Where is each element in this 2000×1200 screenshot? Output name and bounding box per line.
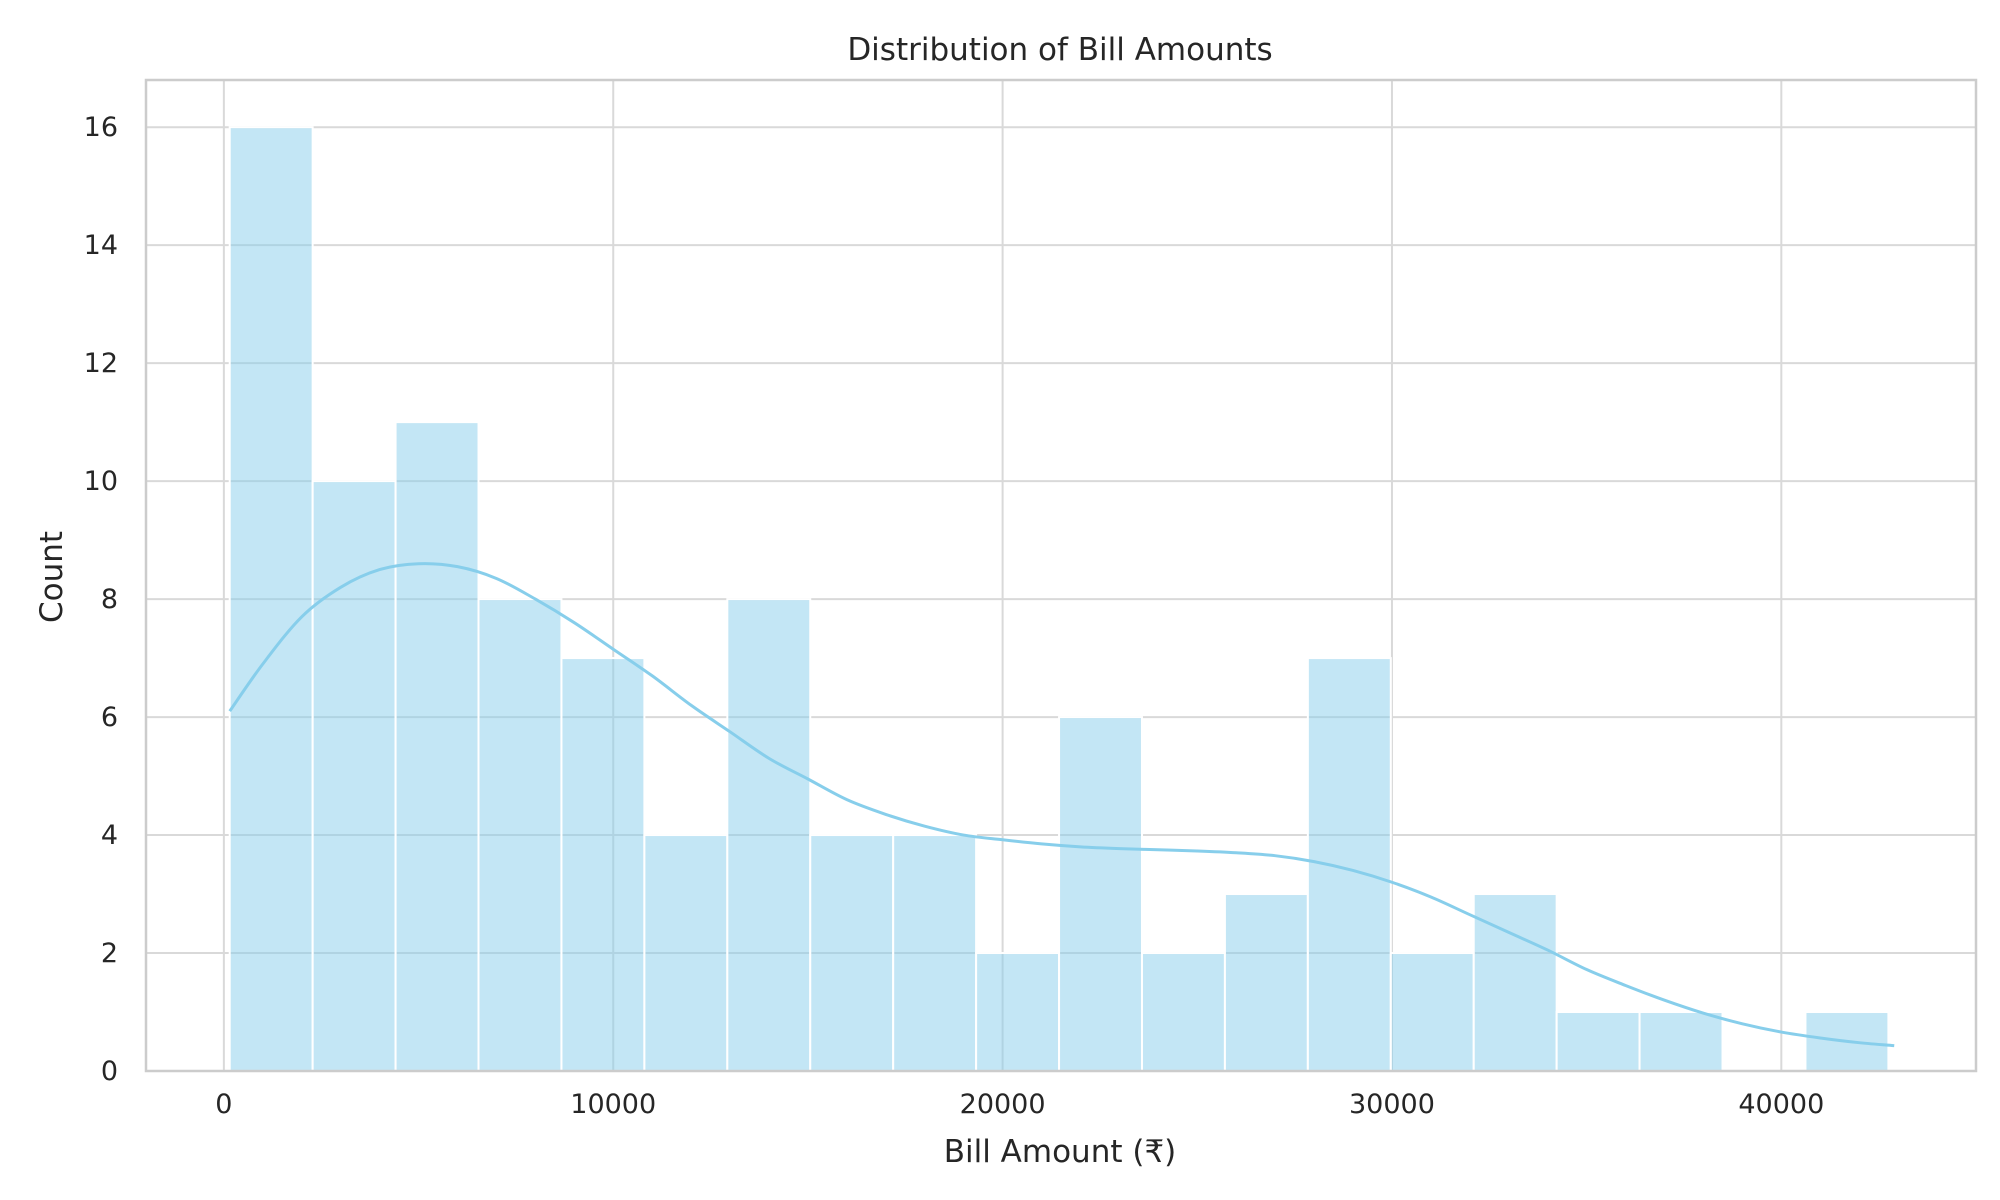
x-axis-ticks: 0 10000 20000 30000 40000 (215, 1089, 1824, 1120)
y-tick-label: 12 (84, 348, 118, 379)
histogram-bar (228, 126, 314, 1072)
kde-curve (228, 562, 1895, 1048)
x-tick-label: 20000 (960, 1089, 1046, 1120)
histogram-bar (1389, 952, 1475, 1072)
histogram-bar (726, 598, 812, 1072)
plot-frame (144, 78, 1978, 1073)
histogram-bar (975, 952, 1061, 1072)
histogram-bar (809, 834, 895, 1072)
histogram-bar (560, 657, 646, 1072)
histogram-bar (1306, 657, 1392, 1072)
kde-curve-group (228, 562, 1895, 1048)
y-tick-label: 8 (101, 584, 118, 615)
chart-title: Distribution of Bill Amounts (847, 32, 1272, 68)
histogram-bars (228, 126, 1890, 1073)
y-tick-label: 6 (101, 702, 118, 733)
y-axis-label: Count (34, 531, 70, 623)
histogram-bar (1638, 1011, 1724, 1072)
y-tick-label: 16 (84, 112, 118, 143)
x-tick-label: 30000 (1349, 1089, 1435, 1120)
x-tick-label: 10000 (570, 1089, 656, 1120)
histogram-bar (1140, 952, 1226, 1072)
x-axis-label: Bill Amount (₹) (944, 1134, 1177, 1170)
y-tick-label: 4 (101, 820, 118, 851)
histogram-bar (1223, 893, 1309, 1072)
x-tick-label: 40000 (1738, 1089, 1824, 1120)
histogram-bar (1058, 716, 1143, 1072)
y-tick-label: 10 (84, 466, 118, 497)
x-tick-label: 0 (215, 1089, 232, 1120)
y-tick-label: 14 (84, 230, 118, 261)
histogram-bar (643, 834, 729, 1072)
y-tick-label: 0 (101, 1056, 118, 1087)
histogram-bar (1555, 1011, 1641, 1072)
histogram-bar (477, 598, 563, 1072)
y-axis-ticks: 0 2 4 6 8 10 12 14 16 (84, 112, 118, 1087)
histogram-bar (892, 834, 978, 1072)
histogram-bar (394, 421, 480, 1072)
y-tick-label: 2 (101, 938, 118, 969)
